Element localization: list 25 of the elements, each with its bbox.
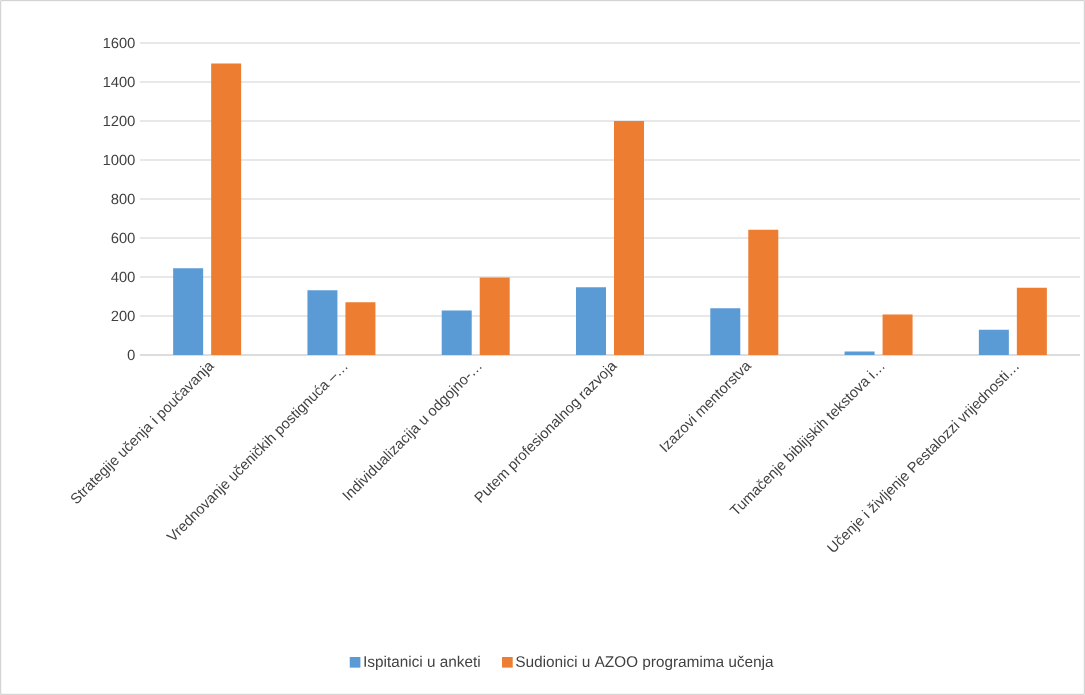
bar: [307, 290, 338, 355]
bar: [479, 277, 510, 355]
y-tick-label: 800: [111, 193, 135, 205]
y-tick-label: 0: [127, 349, 135, 361]
bar: [576, 287, 606, 355]
bar: [441, 310, 472, 355]
y-tick-label: 200: [111, 310, 135, 322]
bar: [710, 308, 741, 355]
y-tick-label: 1200: [103, 115, 135, 127]
y-tick-label: 600: [111, 232, 135, 244]
y-tick-label: 400: [111, 271, 135, 283]
bar: [882, 314, 913, 355]
y-tick-label: 1000: [103, 154, 135, 166]
legend-label: Sudionici u AZOO programima učenja: [516, 655, 774, 671]
bar: [211, 63, 242, 355]
bar: [173, 268, 204, 355]
bar: [345, 302, 376, 355]
bar: [1016, 287, 1047, 355]
y-tick-label: 1600: [103, 37, 135, 49]
y-tick-label: 1400: [103, 76, 135, 88]
bar: [748, 229, 779, 355]
bar: [614, 120, 644, 355]
legend-label: Ispitanici u anketi: [364, 655, 480, 671]
bar: [844, 351, 875, 355]
bar: [978, 329, 1009, 355]
